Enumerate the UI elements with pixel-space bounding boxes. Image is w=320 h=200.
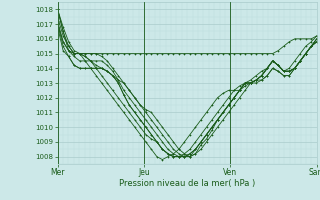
X-axis label: Pression niveau de la mer( hPa ): Pression niveau de la mer( hPa ) bbox=[119, 179, 255, 188]
